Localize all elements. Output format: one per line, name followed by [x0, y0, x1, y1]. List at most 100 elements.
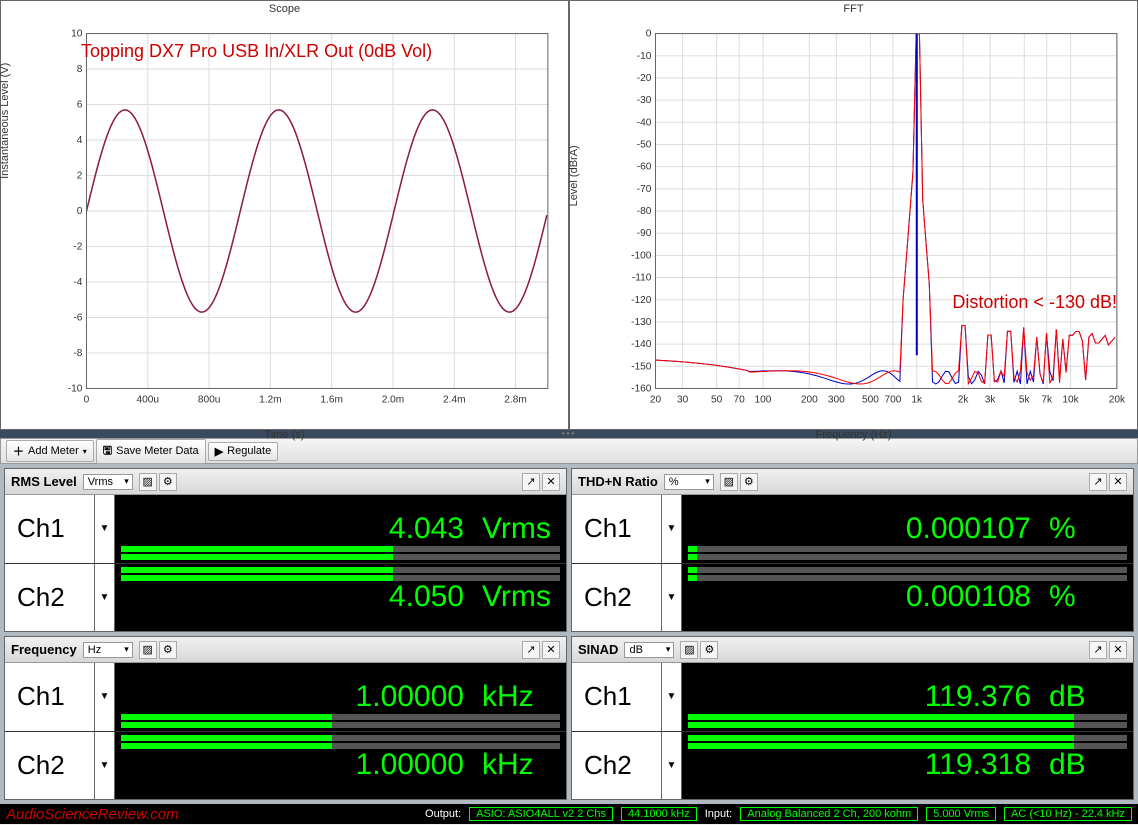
close-icon[interactable]: ✕	[1109, 641, 1127, 659]
channel-label: Ch2	[5, 732, 95, 800]
readout-value: 1.00000	[356, 748, 464, 782]
input-level[interactable]: 5.000 Vrms	[926, 807, 996, 821]
collapse-toggle[interactable]: ▼	[95, 663, 115, 731]
fft-title: FFT	[570, 1, 1137, 17]
chart-mode-icon[interactable]: ▨	[720, 473, 738, 491]
channel-label: Ch2	[572, 732, 662, 800]
readout-unit: Vrms	[482, 580, 552, 614]
svg-text:-30: -30	[637, 95, 652, 106]
svg-text:0: 0	[77, 206, 83, 217]
fft-xlabel: Frequency (Hz)	[816, 429, 892, 441]
readout-unit: kHz	[482, 680, 552, 714]
fft-panel: FFT Distortion < -130 dB! Level (dBrA) F…	[569, 0, 1138, 430]
svg-text:4: 4	[77, 135, 83, 146]
svg-text:-130: -130	[631, 317, 652, 328]
popout-icon[interactable]: ↗	[522, 473, 540, 491]
gear-icon[interactable]: ⚙	[159, 473, 177, 491]
svg-text:7k: 7k	[1041, 395, 1053, 406]
meter-row-ch1: Ch1 ▼ 119.376 dB	[572, 663, 1133, 732]
meters-grid: RMS Level Vrms ▨ ⚙ ↗ ✕ Ch1 ▼	[0, 464, 1138, 804]
unit-select[interactable]: %	[664, 474, 714, 490]
meter-panel-frequency: Frequency Hz ▨ ⚙ ↗ ✕ Ch1 ▼	[4, 636, 567, 800]
svg-text:500: 500	[862, 395, 879, 406]
svg-text:1k: 1k	[911, 395, 923, 406]
channel-label: Ch1	[5, 663, 95, 731]
svg-text:20: 20	[650, 395, 662, 406]
collapse-toggle[interactable]: ▼	[662, 564, 682, 632]
fft-ylabel: Level (dBrA)	[568, 145, 580, 206]
close-icon[interactable]: ✕	[1109, 473, 1127, 491]
svg-text:-2: -2	[73, 242, 82, 253]
output-label: Output:	[425, 808, 461, 820]
readout-value: 1.00000	[356, 680, 464, 714]
svg-text:400u: 400u	[137, 395, 160, 406]
svg-text:100: 100	[755, 395, 772, 406]
gear-icon[interactable]: ⚙	[700, 641, 718, 659]
input-coupling[interactable]: AC (<10 Hz) - 22.4 kHz	[1004, 807, 1132, 821]
svg-text:2.0m: 2.0m	[382, 395, 405, 406]
readout-value: 119.376	[925, 680, 1031, 714]
popout-icon[interactable]: ↗	[522, 641, 540, 659]
svg-text:200: 200	[801, 395, 818, 406]
chart-mode-icon[interactable]: ▨	[680, 641, 698, 659]
meter-row-ch1: Ch1 ▼ 4.043 Vrms	[5, 495, 566, 564]
input-device[interactable]: Analog Balanced 2 Ch, 200 kohm	[740, 807, 918, 821]
readout-unit: dB	[1049, 748, 1119, 782]
chart-mode-icon[interactable]: ▨	[139, 641, 157, 659]
svg-text:20k: 20k	[1109, 395, 1126, 406]
readout-unit: %	[1049, 580, 1119, 614]
meter-row-ch1: Ch1 ▼ 0.000107 %	[572, 495, 1133, 564]
channel-label: Ch1	[572, 495, 662, 563]
readout-value: 0.000107	[906, 512, 1031, 546]
svg-text:-110: -110	[632, 273, 652, 284]
close-icon[interactable]: ✕	[542, 473, 560, 491]
readout-unit: dB	[1049, 680, 1119, 714]
popout-icon[interactable]: ↗	[1089, 473, 1107, 491]
meter-row-ch2: Ch2 ▼ 1.00000 kHz	[5, 732, 566, 800]
gear-icon[interactable]: ⚙	[740, 473, 758, 491]
output-device[interactable]: ASIO: ASIO4ALL v2 2 Chs	[469, 807, 613, 821]
readout-value: 4.043	[389, 512, 464, 546]
gear-icon[interactable]: ⚙	[159, 641, 177, 659]
svg-text:10: 10	[71, 29, 83, 40]
channel-label: Ch2	[5, 564, 95, 632]
chart-mode-icon[interactable]: ▨	[139, 473, 157, 491]
collapse-toggle[interactable]: ▼	[95, 564, 115, 632]
svg-text:2.4m: 2.4m	[443, 395, 466, 406]
fft-annotation: Distortion < -130 dB!	[952, 292, 1117, 313]
unit-select[interactable]: Hz	[83, 642, 133, 658]
meter-panel-sinad: SINAD dB ▨ ⚙ ↗ ✕ Ch1 ▼	[571, 636, 1134, 800]
collapse-toggle[interactable]: ▼	[662, 732, 682, 800]
meter-panel-rms-level: RMS Level Vrms ▨ ⚙ ↗ ✕ Ch1 ▼	[4, 468, 567, 632]
output-rate[interactable]: 44.1000 kHz	[621, 807, 697, 821]
meter-title: Frequency	[11, 642, 77, 657]
readout-value: 4.050	[389, 580, 464, 614]
svg-text:30: 30	[677, 395, 689, 406]
unit-select[interactable]: dB	[624, 642, 674, 658]
svg-text:1.2m: 1.2m	[259, 395, 282, 406]
collapse-toggle[interactable]: ▼	[95, 495, 115, 563]
meter-panel-thd-n-ratio: THD+N Ratio % ▨ ⚙ ↗ ✕ Ch1 ▼	[571, 468, 1134, 632]
svg-text:-8: -8	[73, 348, 82, 359]
svg-text:6: 6	[77, 100, 83, 111]
svg-text:-10: -10	[68, 384, 83, 395]
svg-text:50: 50	[711, 395, 723, 406]
readout-value: 119.318	[925, 748, 1031, 782]
collapse-toggle[interactable]: ▼	[662, 663, 682, 731]
channel-label: Ch2	[572, 564, 662, 632]
scope-panel: Scope Topping DX7 Pro USB In/XLR Out (0d…	[0, 0, 569, 430]
readout-value: 0.000108	[906, 580, 1031, 614]
collapse-toggle[interactable]: ▼	[95, 732, 115, 800]
svg-text:-120: -120	[631, 295, 652, 306]
popout-icon[interactable]: ↗	[1089, 641, 1107, 659]
svg-text:-90: -90	[637, 228, 652, 239]
svg-text:-6: -6	[73, 313, 82, 324]
svg-text:-70: -70	[637, 184, 652, 195]
unit-select[interactable]: Vrms	[83, 474, 133, 490]
collapse-toggle[interactable]: ▼	[662, 495, 682, 563]
readout-unit: %	[1049, 512, 1119, 546]
svg-text:70: 70	[734, 395, 746, 406]
readout-unit: Vrms	[482, 512, 552, 546]
svg-text:-10: -10	[637, 51, 652, 62]
close-icon[interactable]: ✕	[542, 641, 560, 659]
